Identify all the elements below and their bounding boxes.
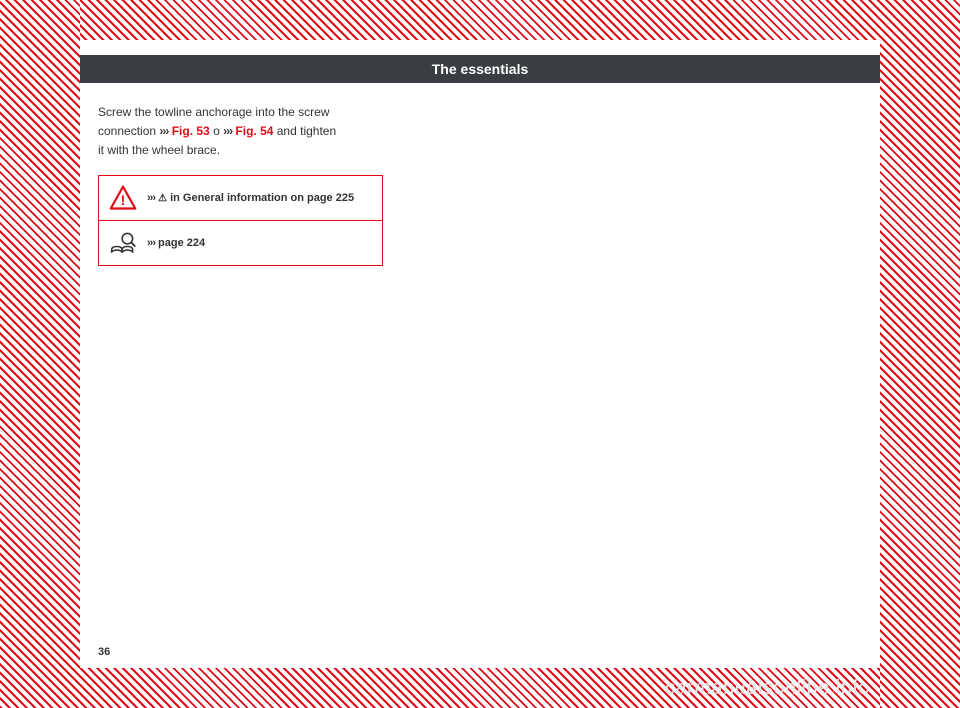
svg-text:!: ! [121, 192, 126, 208]
info-row2-label: page 224 [155, 237, 205, 249]
body-line2-b: and tighten [273, 124, 336, 138]
chevron-info-1: ››› [147, 192, 155, 204]
warning-icon: ! [109, 184, 137, 212]
body-line2-mid: o [210, 124, 223, 138]
info-row-manual: ››› page 224 [99, 221, 382, 265]
body-line1: Screw the towline anchorage into the scr… [98, 105, 329, 119]
info-row1-text: ››› ⚠ in General information on page 225 [147, 192, 354, 204]
page-title: The essentials [432, 61, 529, 77]
watermark: carmanualsonline.info [665, 677, 870, 700]
info-row-warning: ! ››› ⚠ in General information on page 2… [99, 176, 382, 221]
fig-ref-54: Fig. 54 [232, 124, 273, 138]
chevron-info-2: ››› [147, 237, 155, 249]
hatch-border-top [0, 0, 960, 40]
body-paragraph: Screw the towline anchorage into the scr… [80, 103, 360, 161]
hatch-border-right [880, 0, 960, 708]
page-number: 36 [98, 646, 110, 658]
chevron-ref-2: ››› [223, 124, 232, 138]
info-row2-text: ››› page 224 [147, 237, 205, 249]
hatch-border-left [0, 0, 80, 708]
body-line2-a: connection [98, 124, 159, 138]
warning-triangle-glyph: ⚠ [158, 193, 167, 204]
page-title-bar: The essentials [80, 55, 880, 83]
info-row1-label: in General information on page 225 [167, 192, 354, 204]
page-content: The essentials Screw the towline anchora… [80, 40, 880, 668]
book-magnifier-icon [109, 229, 137, 257]
info-box: ! ››› ⚠ in General information on page 2… [98, 175, 383, 266]
fig-ref-53: Fig. 53 [168, 124, 209, 138]
body-line3: it with the wheel brace. [98, 143, 220, 157]
